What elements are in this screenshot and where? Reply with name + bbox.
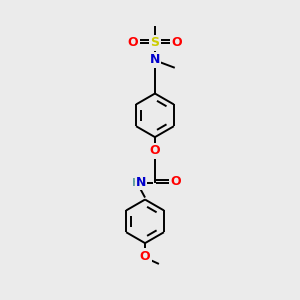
Text: S: S (151, 37, 160, 50)
Text: O: O (128, 35, 139, 49)
Text: O: O (140, 250, 150, 262)
Text: N: N (150, 53, 160, 66)
Text: O: O (171, 35, 182, 49)
Text: H: H (132, 178, 140, 188)
Text: N: N (136, 176, 146, 189)
Text: O: O (170, 175, 181, 188)
Text: O: O (150, 145, 160, 158)
